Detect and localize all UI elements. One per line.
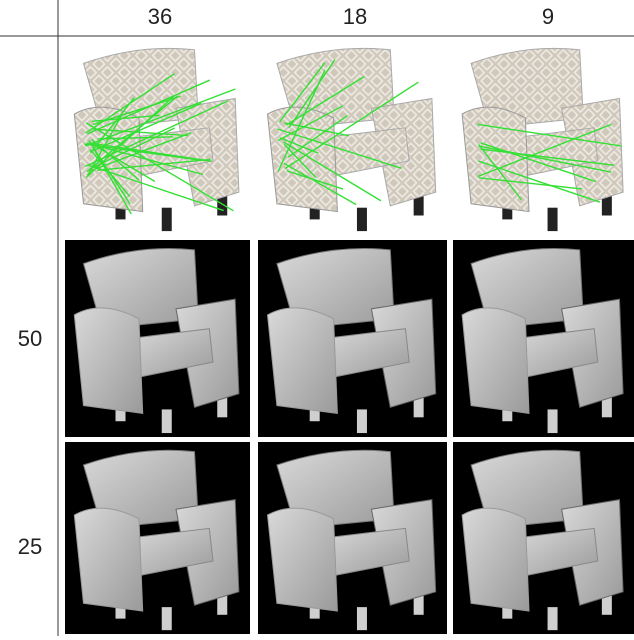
- match-line: [97, 136, 174, 140]
- match-line: [478, 177, 583, 190]
- image-cell: [65, 240, 250, 437]
- match-line: [93, 128, 188, 137]
- match-line: [90, 97, 135, 154]
- chair-leg: [601, 393, 612, 418]
- match-line: [90, 132, 192, 172]
- image-grid: [65, 40, 634, 634]
- match-line: [480, 148, 615, 166]
- match-line: [277, 128, 402, 170]
- image-cell: [453, 40, 634, 235]
- match-line: [286, 170, 344, 190]
- match-line: [477, 123, 622, 147]
- chair-leg: [547, 207, 558, 232]
- match-line: [279, 137, 319, 154]
- match-line: [85, 122, 234, 212]
- match-line: [277, 105, 344, 142]
- chair-arm: [461, 106, 530, 213]
- chair-arm: [266, 307, 338, 414]
- match-line: [91, 145, 132, 215]
- row-label: 25: [18, 534, 42, 559]
- match-line: [283, 143, 317, 178]
- match-line: [85, 72, 176, 134]
- chair-leg: [217, 591, 228, 615]
- chair-leg: [413, 192, 424, 216]
- image-cell: [453, 442, 634, 634]
- chair-leg: [601, 591, 612, 615]
- match-line: [480, 142, 596, 183]
- column-header: 18: [343, 4, 367, 29]
- chair-arm: [461, 307, 530, 414]
- image-cell: [453, 240, 634, 437]
- chair-leg: [356, 607, 367, 631]
- image-cell: [258, 442, 447, 634]
- chair-leg: [161, 409, 172, 434]
- match-line: [283, 162, 357, 206]
- match-line: [478, 145, 612, 173]
- match-line: [284, 122, 350, 137]
- match-line: [284, 81, 419, 170]
- chair-arm: [73, 307, 144, 414]
- match-line: [97, 158, 211, 171]
- match-line: [288, 59, 336, 129]
- match-line: [86, 115, 122, 177]
- chair-leg: [161, 607, 172, 631]
- row-label: 50: [18, 326, 42, 351]
- match-line: [89, 127, 176, 170]
- column-header: 36: [148, 4, 172, 29]
- chair-leg: [161, 207, 172, 232]
- match-line: [87, 79, 211, 135]
- chair-arm: [461, 507, 530, 612]
- chair-arm: [266, 106, 338, 213]
- match-line: [283, 141, 382, 202]
- match-line: [478, 160, 601, 203]
- chair-leg: [601, 192, 612, 216]
- chair-leg: [217, 393, 228, 418]
- chair-leg: [356, 207, 367, 232]
- chair-leg: [413, 591, 424, 615]
- match-line: [478, 144, 523, 201]
- match-line: [89, 102, 202, 153]
- image-cell: [65, 40, 250, 235]
- image-cell: [258, 240, 447, 437]
- chair-arm: [73, 507, 144, 612]
- chair-arm: [266, 507, 338, 612]
- match-line: [87, 164, 224, 212]
- image-cell: [258, 40, 447, 235]
- chair-leg: [547, 409, 558, 434]
- match-line: [285, 75, 365, 126]
- match-line: [277, 69, 326, 172]
- chair-leg: [356, 409, 367, 434]
- match-line: [91, 114, 160, 123]
- chair-leg: [547, 607, 558, 631]
- image-cell: [65, 442, 250, 634]
- column-header: 9: [542, 4, 554, 29]
- match-line: [278, 62, 326, 123]
- match-line: [85, 100, 229, 167]
- chair-leg: [413, 393, 424, 418]
- match-line: [86, 142, 204, 176]
